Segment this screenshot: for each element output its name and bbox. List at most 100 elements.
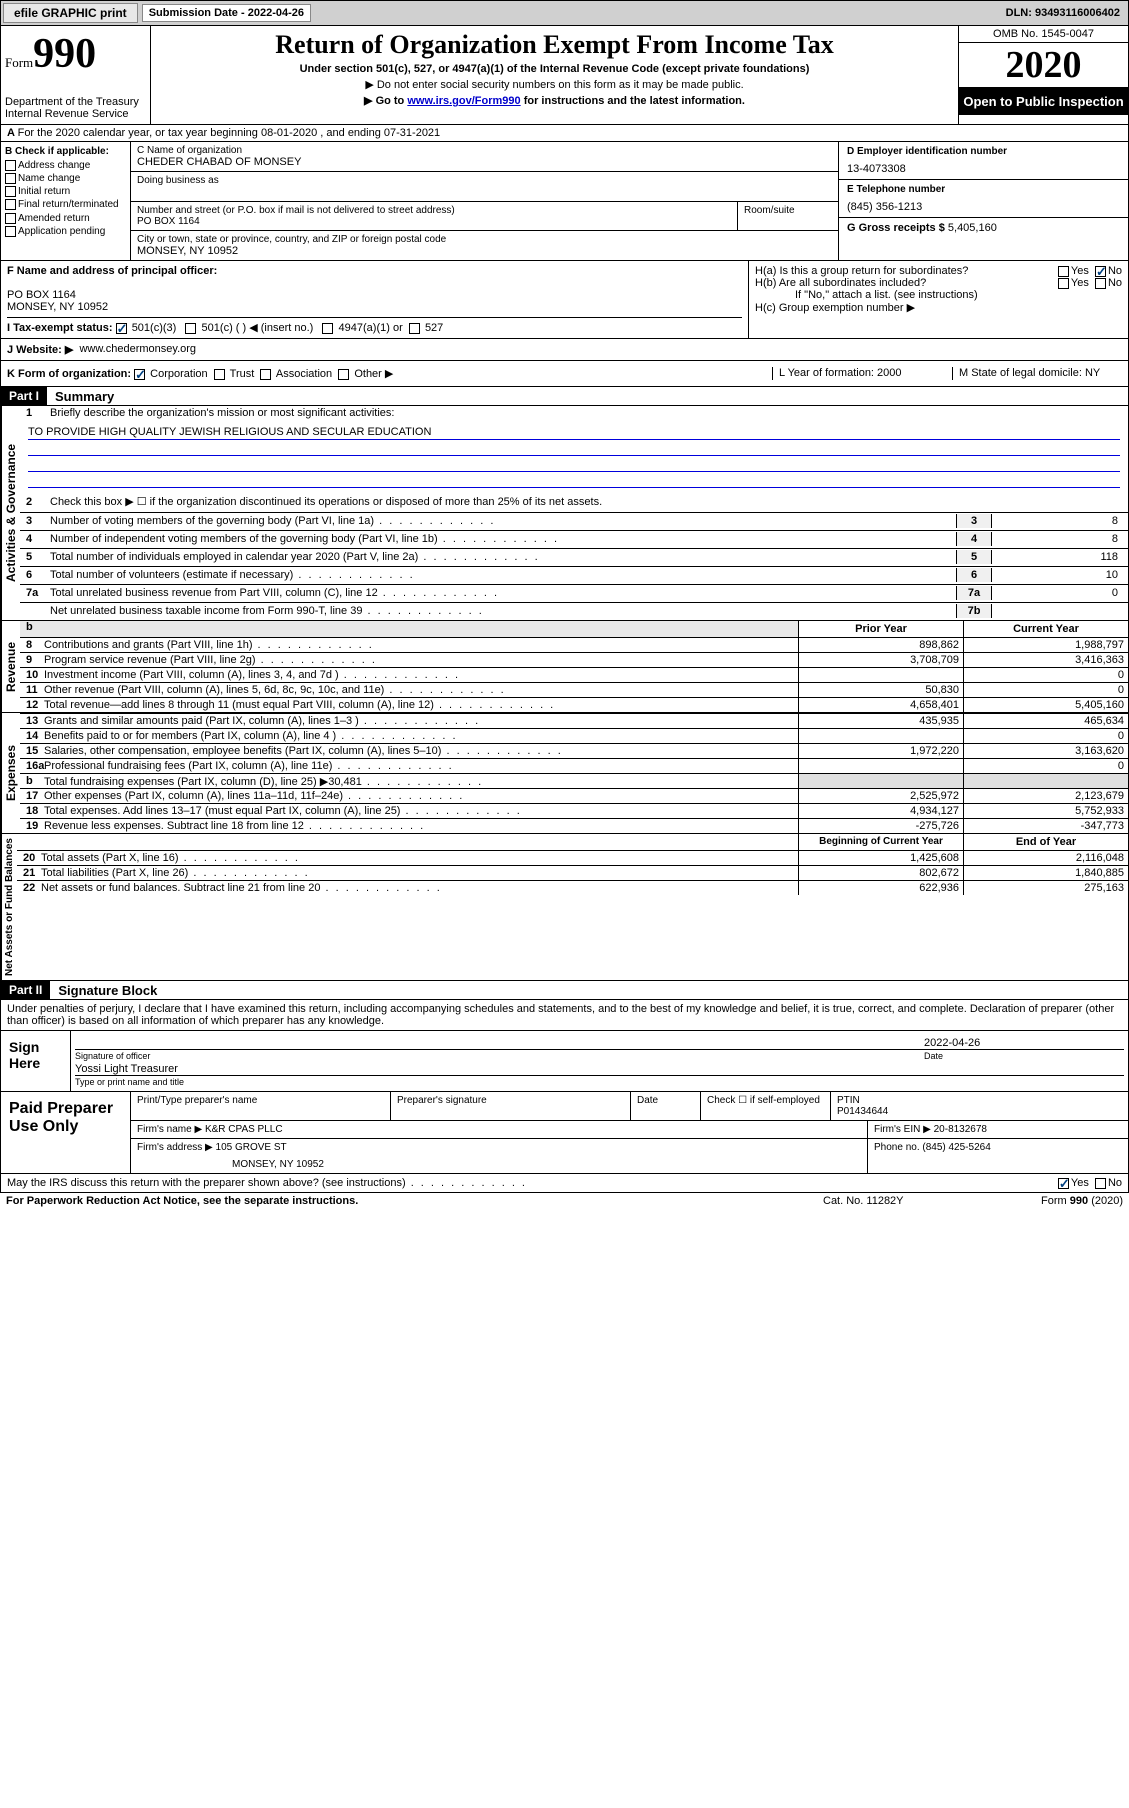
check-corp[interactable] bbox=[134, 369, 145, 380]
part2-header: Part II bbox=[1, 981, 50, 999]
sign-here-label: Sign Here bbox=[1, 1031, 71, 1091]
dept-treasury: Department of the Treasury bbox=[5, 96, 146, 108]
part2-title: Signature Block bbox=[50, 983, 157, 998]
summary-line: 17Other expenses (Part IX, column (A), l… bbox=[20, 788, 1128, 803]
summary-line: 7aTotal unrelated business revenue from … bbox=[20, 584, 1128, 602]
city-box: City or town, state or province, country… bbox=[131, 231, 838, 260]
form-990-label: Form990 bbox=[5, 30, 146, 78]
form-subtitle: Under section 501(c), 527, or 4947(a)(1)… bbox=[155, 63, 954, 75]
irs-label: Internal Revenue Service bbox=[5, 108, 146, 120]
top-bar: efile GRAPHIC print Submission Date - 20… bbox=[0, 0, 1129, 26]
form-title: Return of Organization Exempt From Incom… bbox=[155, 30, 954, 60]
self-employed[interactable]: Check ☐ if self-employed bbox=[701, 1092, 831, 1120]
form990-link[interactable]: www.irs.gov/Form990 bbox=[407, 95, 520, 107]
revenue-section: Revenue b Prior Year Current Year 8Contr… bbox=[0, 621, 1129, 713]
identity-grid: B Check if applicable: Address change Na… bbox=[0, 142, 1129, 261]
ein-box: D Employer identification number 13-4073… bbox=[839, 142, 1128, 180]
firm-address: Firm's address ▶ 105 GROVE STMONSEY, NY … bbox=[131, 1139, 868, 1173]
summary-line: 5Total number of individuals employed in… bbox=[20, 548, 1128, 566]
phone-box: E Telephone number (845) 356-1213 bbox=[839, 180, 1128, 218]
k-row: K Form of organization: Corporation Trus… bbox=[0, 361, 1129, 387]
form-page: Form 990 (2020) bbox=[983, 1195, 1123, 1207]
dba-box: Doing business as bbox=[131, 172, 838, 202]
prep-name-label: Print/Type preparer's name bbox=[131, 1092, 391, 1120]
website-row: J Website: ▶ www.chedermonsey.org bbox=[0, 339, 1129, 361]
paid-preparer-label: Paid Preparer Use Only bbox=[1, 1092, 131, 1173]
gross-receipts: G Gross receipts $ 5,405,160 bbox=[839, 218, 1128, 238]
check-initial-return[interactable]: Initial return bbox=[5, 186, 126, 197]
summary-line: 3Number of voting members of the governi… bbox=[20, 512, 1128, 530]
check-501c[interactable] bbox=[185, 323, 196, 334]
declaration: Under penalties of perjury, I declare th… bbox=[1, 1000, 1128, 1030]
prep-sig-label: Preparer's signature bbox=[391, 1092, 631, 1120]
ptin-box: PTINP01434644 bbox=[831, 1092, 1128, 1120]
omb-number: OMB No. 1545-0047 bbox=[959, 26, 1128, 43]
expenses-section: Expenses 13Grants and similar amounts pa… bbox=[0, 713, 1129, 834]
activities-governance-section: Activities & Governance 1Briefly describ… bbox=[0, 406, 1129, 621]
discuss-yes[interactable] bbox=[1058, 1178, 1069, 1189]
summary-line: 6Total number of volunteers (estimate if… bbox=[20, 566, 1128, 584]
check-amended[interactable]: Amended return bbox=[5, 213, 126, 224]
summary-line: 16aProfessional fundraising fees (Part I… bbox=[20, 758, 1128, 773]
mission-text: TO PROVIDE HIGH QUALITY JEWISH RELIGIOUS… bbox=[28, 426, 1120, 440]
street-box: Number and street (or P.O. box if mail i… bbox=[131, 202, 738, 230]
summary-line: 18Total expenses. Add lines 13–17 (must … bbox=[20, 803, 1128, 818]
ssn-notice: ▶ Do not enter social security numbers o… bbox=[155, 78, 954, 91]
summary-line: 10Investment income (Part VIII, column (… bbox=[20, 667, 1128, 682]
summary-line: 13Grants and similar amounts paid (Part … bbox=[20, 713, 1128, 728]
footer: For Paperwork Reduction Act Notice, see … bbox=[0, 1193, 1129, 1209]
check-address-change[interactable]: Address change bbox=[5, 160, 126, 171]
h-a: H(a) Is this a group return for subordin… bbox=[755, 265, 1122, 277]
h-c: H(c) Group exemption number ▶ bbox=[755, 301, 1122, 314]
net-assets-section: Net Assets or Fund Balances Beginning of… bbox=[0, 834, 1129, 981]
discuss-no[interactable] bbox=[1095, 1178, 1106, 1189]
tax-year: 2020 bbox=[959, 43, 1128, 88]
check-501c3[interactable] bbox=[116, 323, 127, 334]
summary-line: 21Total liabilities (Part X, line 26)802… bbox=[17, 865, 1128, 880]
h-b: H(b) Are all subordinates included? Yes … bbox=[755, 277, 1122, 289]
submission-date: Submission Date - 2022-04-26 bbox=[142, 4, 311, 22]
officer-name: Yossi Light Treasurer bbox=[75, 1063, 1124, 1076]
check-final-return[interactable]: Final return/terminated bbox=[5, 199, 126, 210]
dln: DLN: 93493116006402 bbox=[1006, 7, 1126, 19]
summary-line: 4Number of independent voting members of… bbox=[20, 530, 1128, 548]
check-name-change[interactable]: Name change bbox=[5, 173, 126, 184]
summary-line: Net unrelated business taxable income fr… bbox=[20, 602, 1128, 620]
row-a-tax-year: A For the 2020 calendar year, or tax yea… bbox=[0, 125, 1129, 142]
part1-title: Summary bbox=[47, 389, 114, 404]
check-527[interactable] bbox=[409, 323, 420, 334]
check-trust[interactable] bbox=[214, 369, 225, 380]
check-other[interactable] bbox=[338, 369, 349, 380]
summary-line: 14Benefits paid to or for members (Part … bbox=[20, 728, 1128, 743]
discuss-row: May the IRS discuss this return with the… bbox=[1, 1173, 1128, 1192]
open-inspection: Open to Public Inspection bbox=[959, 88, 1128, 115]
summary-line: bTotal fundraising expenses (Part IX, co… bbox=[20, 773, 1128, 788]
row-f-h: F Name and address of principal officer:… bbox=[0, 261, 1129, 339]
summary-line: 8Contributions and grants (Part VIII, li… bbox=[20, 637, 1128, 652]
check-4947[interactable] bbox=[322, 323, 333, 334]
section-b: B Check if applicable: Address change Na… bbox=[1, 142, 131, 260]
col-current: Current Year bbox=[963, 621, 1128, 637]
summary-line: 11Other revenue (Part VIII, column (A), … bbox=[20, 682, 1128, 697]
org-name: CHEDER CHABAD OF MONSEY bbox=[137, 156, 832, 168]
check-assoc[interactable] bbox=[260, 369, 271, 380]
firm-name: Firm's name ▶ K&R CPAS PLLC bbox=[131, 1121, 868, 1138]
check-app-pending[interactable]: Application pending bbox=[5, 226, 126, 237]
part1-row: Part I Summary bbox=[0, 387, 1129, 406]
instructions-link-line: ▶ Go to www.irs.gov/Form990 for instruct… bbox=[155, 94, 954, 107]
part1-header: Part I bbox=[1, 387, 47, 405]
h-b-note: If "No," attach a list. (see instruction… bbox=[755, 289, 1122, 301]
col-end: End of Year bbox=[963, 834, 1128, 850]
summary-line: 15Salaries, other compensation, employee… bbox=[20, 743, 1128, 758]
col-prior: Prior Year bbox=[798, 621, 963, 637]
part2-row: Part II Signature Block bbox=[0, 981, 1129, 1000]
side-ag: Activities & Governance bbox=[1, 406, 20, 620]
summary-line: 22Net assets or fund balances. Subtract … bbox=[17, 880, 1128, 895]
firm-ein: Firm's EIN ▶ 20-8132678 bbox=[868, 1121, 1128, 1138]
efile-button[interactable]: efile GRAPHIC print bbox=[3, 3, 138, 23]
room-box: Room/suite bbox=[738, 202, 838, 230]
summary-line: 9Program service revenue (Part VIII, lin… bbox=[20, 652, 1128, 667]
col-begin: Beginning of Current Year bbox=[798, 834, 963, 850]
firm-phone: Phone no. (845) 425-5264 bbox=[868, 1139, 1128, 1173]
officer-sig-line[interactable]: 2022-04-26 bbox=[75, 1037, 1124, 1050]
